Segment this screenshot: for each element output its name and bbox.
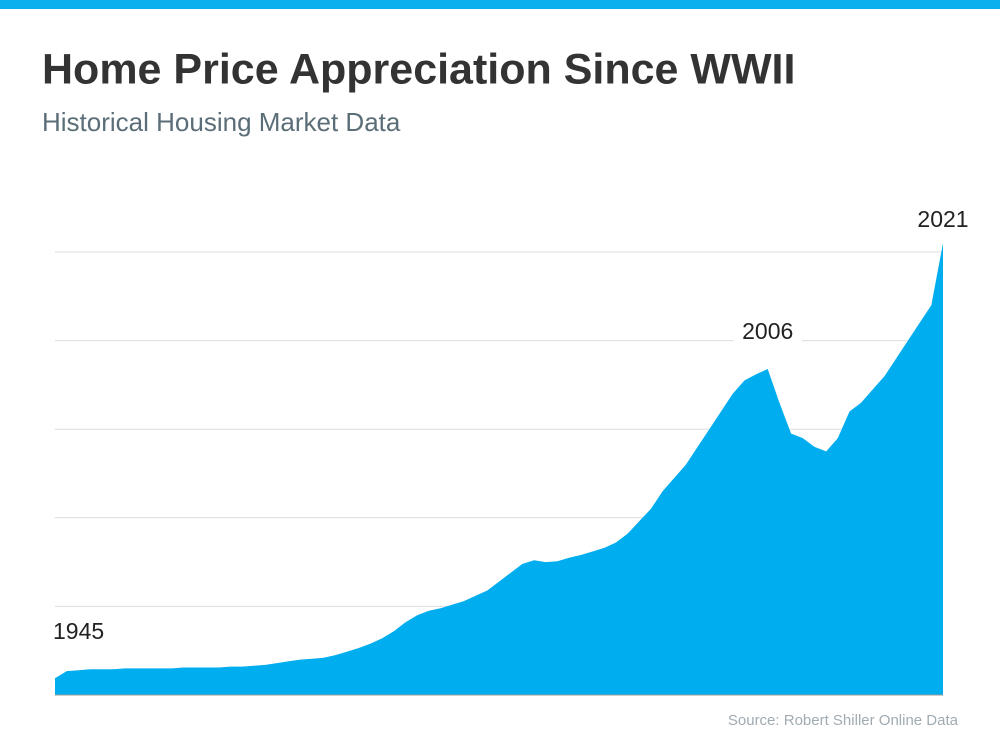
chart-subtitle: Historical Housing Market Data [42, 107, 401, 137]
area [55, 243, 943, 695]
annotation: 2021 [917, 206, 968, 232]
source-note: Source: Robert Shiller Online Data [728, 712, 959, 729]
chart-title: Home Price Appreciation Since WWII [42, 45, 795, 93]
annotation: 1945 [53, 618, 104, 644]
top-bar [0, 0, 1000, 9]
annotation: 2006 [742, 318, 793, 344]
annotation-bg [733, 316, 802, 349]
